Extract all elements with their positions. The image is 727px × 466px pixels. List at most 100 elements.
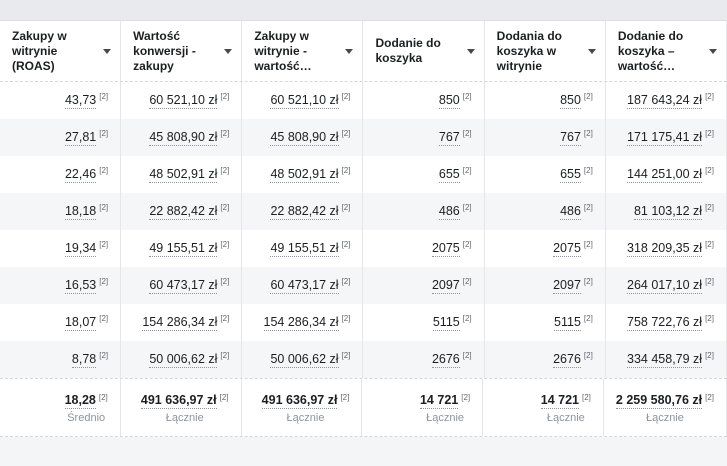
cell-value: 60 521,10 zł bbox=[270, 92, 339, 109]
sort-caret-icon[interactable] bbox=[587, 49, 596, 54]
sort-caret-icon[interactable] bbox=[103, 49, 112, 54]
column-header-label: Dodania do koszyka w witrynie bbox=[496, 28, 562, 73]
sort-caret-icon[interactable] bbox=[345, 49, 354, 54]
footnote-marker: [2] bbox=[341, 351, 351, 360]
table-row: 16,53 [2] 60 473,17 zł [2] 60 473,17 zł [2]… bbox=[0, 267, 727, 304]
footnote-marker: [2] bbox=[705, 92, 714, 101]
table-cell: 318 209,35 zł [2] bbox=[606, 230, 727, 267]
cell-value: 318 209,35 zł bbox=[627, 240, 703, 257]
table-row: 18,07 [2] 154 286,34 zł [2] 154 286,34 zł[… bbox=[0, 304, 727, 341]
column-header-zakupy-w-witrynie-roas[interactable]: Zakupy w witrynie (ROAS) bbox=[0, 21, 122, 81]
table-row: 27,81 [2] 45 808,90 zł [2] 45 808,90 zł [2]… bbox=[0, 119, 727, 156]
table-cell: 48 502,91 zł [2] bbox=[121, 156, 243, 193]
table-cell: 486 [2] bbox=[363, 193, 485, 230]
table-body: 43,73 [2] 60 521,10 zł [2] 60 521,10 zł [2]… bbox=[0, 82, 727, 378]
table-cell: 2676 [2] bbox=[363, 341, 485, 378]
footnote-marker: [2] bbox=[99, 351, 109, 360]
footnote-marker: [2] bbox=[220, 92, 230, 101]
table-cell: 2075 [2] bbox=[485, 230, 606, 267]
table-cell: 5115 [2] bbox=[485, 304, 606, 341]
table-cell: 850 [2] bbox=[485, 82, 606, 119]
cell-value: 486 bbox=[560, 203, 581, 220]
footnote-marker: [2] bbox=[341, 314, 351, 323]
summary-label: Łącznie bbox=[546, 412, 585, 424]
column-header-dodanie-do-koszyka-wartosc[interactable]: Dodanie do koszyka – wartość… bbox=[606, 21, 727, 81]
footnote-marker: [2] bbox=[705, 129, 714, 138]
cell-value: 22 882,42 zł bbox=[149, 203, 218, 220]
table-cell: 60 473,17 zł [2] bbox=[242, 267, 364, 304]
summary-value: 491 636,97 zł bbox=[261, 393, 338, 409]
table-cell: 334 458,79 zł [2] bbox=[606, 341, 727, 378]
footnote-marker: [2] bbox=[341, 203, 351, 212]
summary-value: 491 636,97 zł bbox=[140, 393, 217, 409]
footnote-marker: [2] bbox=[462, 166, 472, 175]
footnote-marker: [2] bbox=[99, 277, 109, 286]
table-cell: 5115 [2] bbox=[363, 304, 485, 341]
footnote-marker: [2] bbox=[705, 351, 714, 360]
cell-value: 45 808,90 zł bbox=[270, 129, 339, 146]
footnote-marker: [2] bbox=[705, 240, 714, 249]
table-row: 18,18 [2] 22 882,42 zł [2] 22 882,42 zł [2]… bbox=[0, 193, 727, 230]
footnote-marker: [2] bbox=[341, 240, 351, 249]
cell-value: 850 bbox=[438, 92, 460, 109]
cell-value: 850 bbox=[560, 92, 581, 109]
summary-value: 2 259 580,76 zł bbox=[615, 393, 703, 409]
table-cell: 60 521,10 zł [2] bbox=[242, 82, 364, 119]
summary-cell: 18,28 [2] Średnio bbox=[0, 379, 121, 436]
column-header-dodania-do-koszyka-w-witrynie[interactable]: Dodania do koszyka w witrynie bbox=[485, 21, 606, 81]
sort-caret-icon[interactable] bbox=[466, 49, 475, 54]
footnote-marker: [2] bbox=[583, 240, 593, 249]
footnote-marker: [2] bbox=[462, 92, 472, 101]
table-cell: 22 882,42 zł [2] bbox=[242, 193, 364, 230]
cell-value: 19,34 bbox=[64, 240, 97, 257]
column-header-dodanie-do-koszyka[interactable]: Dodanie do koszyka bbox=[363, 21, 485, 81]
table-row: 22,46 [2] 48 502,91 zł [2] 48 502,91 zł [2]… bbox=[0, 156, 727, 193]
cell-value: 2075 bbox=[431, 240, 460, 257]
sort-caret-icon[interactable] bbox=[708, 49, 717, 54]
cell-value: 48 502,91 zł bbox=[270, 166, 339, 183]
footnote-marker: [2] bbox=[340, 393, 350, 402]
column-header-label: Dodanie do koszyka – wartość… bbox=[617, 28, 684, 73]
footnote-marker: [2] bbox=[99, 240, 109, 249]
table-cell: 8,78 [2] bbox=[0, 341, 122, 378]
table-cell: 50 006,62 zł [2] bbox=[121, 341, 243, 378]
table-cell: 43,73 [2] bbox=[0, 82, 122, 119]
column-header-zakupy-w-witrynie-wartosc[interactable]: Zakupy w witrynie - wartość… bbox=[242, 21, 364, 81]
table-cell: 655 [2] bbox=[363, 156, 485, 193]
table-cell: 2075 [2] bbox=[363, 230, 485, 267]
cell-value: 5115 bbox=[432, 314, 460, 331]
column-header-label: Zakupy w witrynie - wartość… bbox=[254, 28, 312, 73]
footnote-marker: [2] bbox=[582, 393, 591, 402]
cell-value: 154 286,34 zł bbox=[142, 314, 218, 331]
table-cell: 2676 [2] bbox=[485, 341, 606, 378]
summary-cell: 2 259 580,76 zł [2] Łącznie bbox=[604, 379, 727, 436]
cell-value: 18,07 bbox=[64, 314, 97, 331]
footnote-marker: [2] bbox=[98, 393, 108, 402]
footnote-marker: [2] bbox=[341, 166, 351, 175]
footnote-marker: [2] bbox=[99, 129, 109, 138]
column-header-label: Zakupy w witrynie (ROAS) bbox=[12, 28, 67, 73]
table-cell: 18,07 [2] bbox=[0, 304, 122, 341]
table-cell: 16,53 [2] bbox=[0, 267, 122, 304]
cell-value: 60 473,17 zł bbox=[149, 277, 218, 294]
cell-value: 758 722,76 zł bbox=[627, 314, 703, 331]
footnote-marker: [2] bbox=[341, 92, 351, 101]
summary-value: 18,28 bbox=[64, 393, 96, 409]
table-cell: 22 882,42 zł [2] bbox=[121, 193, 243, 230]
footnote-marker: [2] bbox=[462, 351, 472, 360]
footnote-marker: [2] bbox=[220, 314, 230, 323]
cell-value: 2097 bbox=[553, 277, 581, 294]
cell-value: 144 251,00 zł bbox=[627, 166, 703, 183]
cell-value: 60 473,17 zł bbox=[270, 277, 339, 294]
footnote-marker: [2] bbox=[462, 277, 472, 286]
footnote-marker: [2] bbox=[583, 314, 593, 323]
cell-value: 27,81 bbox=[64, 129, 97, 146]
sort-caret-icon[interactable] bbox=[224, 49, 233, 54]
cell-value: 767 bbox=[438, 129, 460, 146]
cell-value: 81 103,12 zł bbox=[633, 203, 703, 220]
cell-value: 48 502,91 zł bbox=[149, 166, 218, 183]
column-header-wartosc-konwersji-zakupy[interactable]: Wartość konwersji - zakupy bbox=[121, 21, 243, 81]
footnote-marker: [2] bbox=[583, 92, 593, 101]
table-cell: 81 103,12 zł [2] bbox=[606, 193, 727, 230]
